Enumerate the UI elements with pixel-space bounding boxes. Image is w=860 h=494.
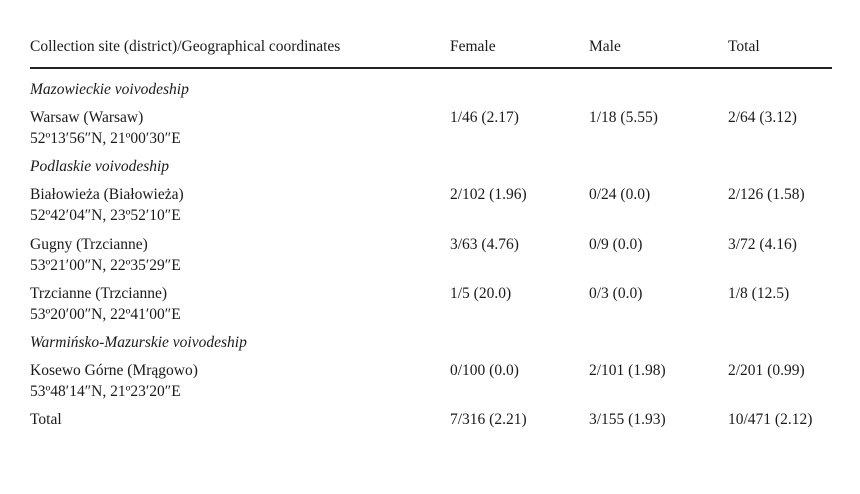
female-value: 1/46 (2.17) [450,109,519,126]
total-value: 2/201 (0.99) [728,362,805,379]
site-name: Kosewo Górne (Mrągowo) [30,362,198,379]
section-label: Warmińsko-Mazurskie voivodeship [30,334,247,351]
male-value: 0/24 (0.0) [589,186,651,203]
female-value: 7/316 (2.21) [450,411,527,428]
male-value: 2/101 (1.98) [589,362,666,379]
female-value: 3/63 (4.76) [450,236,519,253]
total-value: 1/8 (12.5) [728,285,790,302]
site-coords: 53º48′14″N, 21º23′20″E [30,383,181,400]
male-value: 0/9 (0.0) [589,236,643,253]
section-label: Mazowieckie voivodeship [30,81,189,98]
total-label: Total [30,411,62,428]
header-female: Female [450,38,496,55]
female-value: 2/102 (1.96) [450,186,527,203]
site-coords: 53º20′00″N, 22º41′00″E [30,306,181,323]
male-value: 3/155 (1.93) [589,411,666,428]
section-label: Podlaskie voivodeship [30,158,170,175]
header-male: Male [589,38,621,55]
female-value: 0/100 (0.0) [450,362,519,379]
header-total: Total [728,38,760,55]
total-value: 2/64 (3.12) [728,109,797,126]
table-header: Collection site (district)/Geographical … [30,37,832,57]
total-value: 3/72 (4.16) [728,236,797,253]
total-value: 10/471 (2.12) [728,411,813,428]
site-name: Białowieża (Białowieża) [30,186,184,203]
site-name: Warsaw (Warsaw) [30,109,144,126]
header-site: Collection site (district)/Geographical … [30,38,341,55]
total-value: 2/126 (1.58) [728,186,805,203]
site-name: Gugny (Trzcianne) [30,236,148,253]
female-value: 1/5 (20.0) [450,285,512,302]
site-coords: 52º13′56″N, 21º00′30″E [30,130,181,147]
male-value: 0/3 (0.0) [589,285,643,302]
male-value: 1/18 (5.55) [589,109,658,126]
site-coords: 53º21′00″N, 22º35′29″E [30,257,181,274]
site-coords: 52º42′04″N, 23º52′10″E [30,207,181,224]
header-rule [30,67,832,69]
site-name: Trzcianne (Trzcianne) [30,285,168,302]
